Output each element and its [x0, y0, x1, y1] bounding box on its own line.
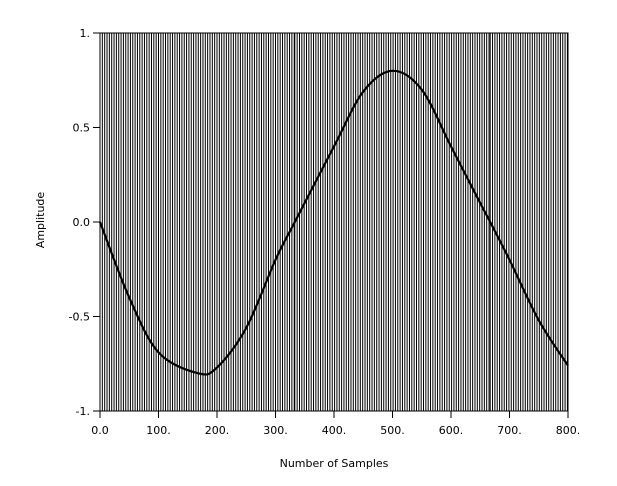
data-line [98, 69, 569, 376]
x-tick-label: 800. [556, 424, 581, 437]
pulse-train [99, 33, 568, 411]
y-tick-label: 1. [80, 27, 91, 40]
y-axis-title: Amplitude [34, 192, 47, 249]
y-axis: 1. 0.5 0.0 -0.5 -1. [69, 27, 100, 418]
plot-area [98, 32, 569, 412]
x-tick-label: 300. [263, 424, 288, 437]
x-tick-label: 200. [205, 424, 230, 437]
x-tick-label: 0.0 [91, 424, 109, 437]
x-axis-title: Number of Samples [280, 457, 389, 470]
y-tick-label: -1. [76, 405, 90, 418]
x-tick-label: 700. [497, 424, 522, 437]
x-tick-label: 500. [380, 424, 405, 437]
y-tick-label: -0.5 [69, 311, 90, 324]
x-tick-label: 400. [322, 424, 347, 437]
y-tick-label: 0.0 [73, 216, 91, 229]
x-tick-label: 100. [146, 424, 171, 437]
x-axis: 0.0 100. 200. 300. 400. 500. 600. 700. 800. [91, 411, 580, 437]
y-tick-label: 0.5 [73, 122, 91, 135]
x-tick-label: 600. [439, 424, 464, 437]
